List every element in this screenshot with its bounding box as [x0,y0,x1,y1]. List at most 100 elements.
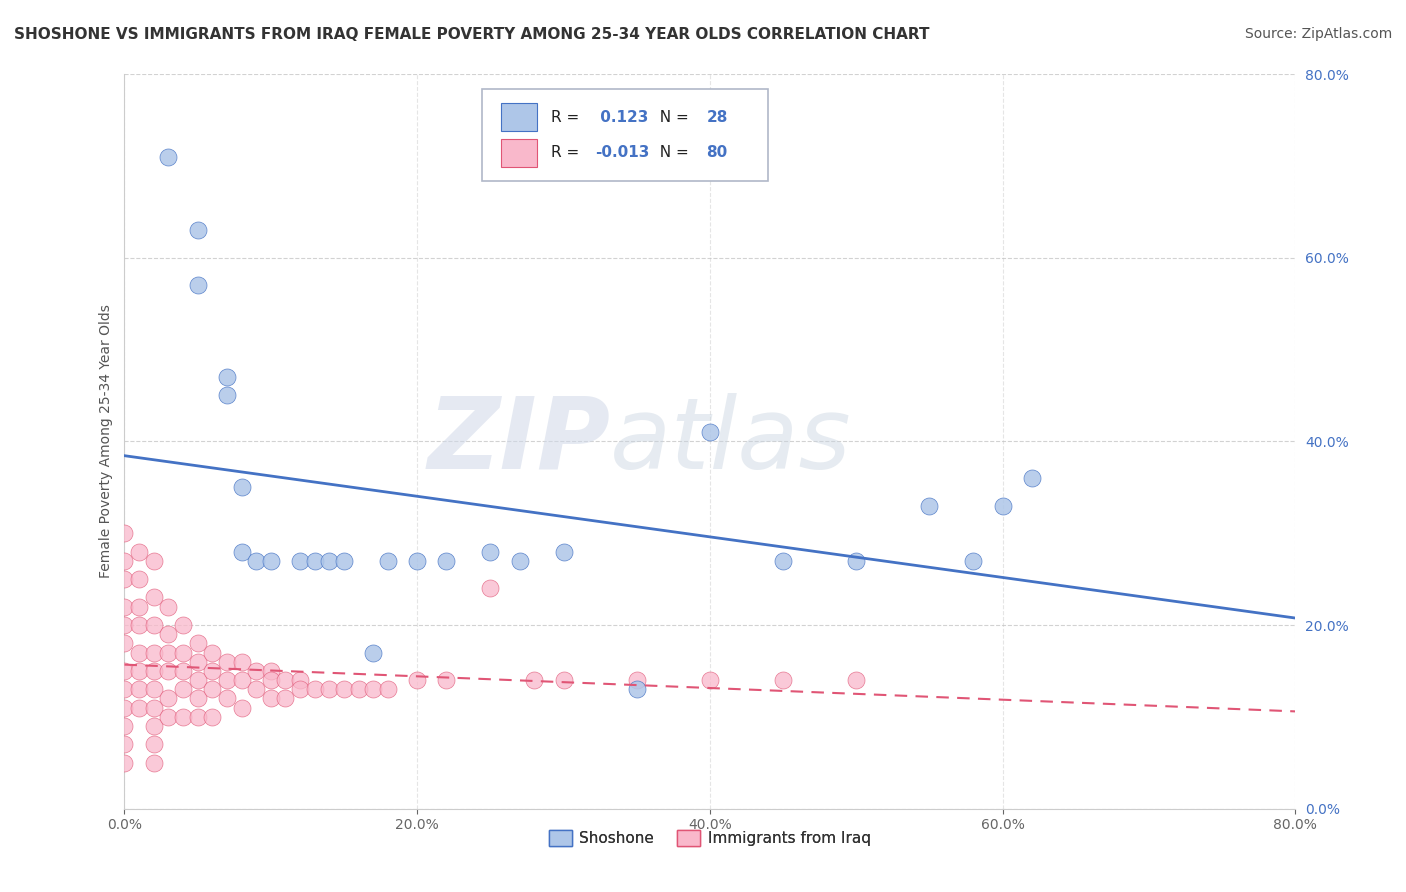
Point [157,627,180,641]
Point [172,664,194,678]
Point [962,554,984,568]
Point [114,618,136,632]
Point [157,646,180,660]
Point [201,710,224,724]
Point [626,682,648,697]
Y-axis label: Female Poverty Among 25-34 Year Olds: Female Poverty Among 25-34 Year Olds [100,304,114,578]
Point [553,544,575,558]
Point [201,664,224,678]
Point [231,655,253,669]
Point [479,544,502,558]
Point [304,554,326,568]
Point [215,388,238,402]
Point [288,554,311,568]
Point [187,278,209,293]
Point [187,691,209,706]
Point [114,719,136,733]
Point [114,682,136,697]
Point [626,673,648,687]
Point [699,673,721,687]
Point [157,599,180,614]
Point [361,646,384,660]
Point [114,756,136,770]
Point [377,554,399,568]
Point [114,599,136,614]
Point [347,682,370,697]
Point [274,691,297,706]
Point [406,554,429,568]
Point [128,572,150,586]
Point [142,719,165,733]
Point [201,682,224,697]
Point [142,738,165,752]
Point [128,700,150,714]
Point [114,554,136,568]
Point [187,223,209,237]
Point [553,673,575,687]
Point [128,618,150,632]
Point [128,646,150,660]
Point [333,682,356,697]
Point [699,425,721,439]
Point [260,673,283,687]
Point [288,682,311,697]
Point [260,664,283,678]
Point [845,554,868,568]
Point [142,756,165,770]
Point [772,673,794,687]
Text: 28: 28 [706,110,728,125]
Point [845,673,868,687]
Point [114,738,136,752]
Point [318,682,340,697]
Point [274,673,297,687]
Point [172,682,194,697]
Point [377,682,399,697]
Bar [502,103,537,131]
Legend: Shoshone, Immigrants from Iraq: Shoshone, Immigrants from Iraq [543,824,877,853]
Point [142,646,165,660]
Point [231,700,253,714]
Point [114,636,136,650]
Point [260,691,283,706]
Point [172,618,194,632]
Bar [502,138,537,167]
Point [142,664,165,678]
Point [231,673,253,687]
Point [187,710,209,724]
Point [231,480,253,494]
Point [215,691,238,706]
Text: 0.123: 0.123 [595,110,648,125]
Point [128,664,150,678]
Point [157,664,180,678]
Text: ZIP: ZIP [427,392,610,490]
Point [128,544,150,558]
Point [245,554,267,568]
Point [318,554,340,568]
Point [245,682,267,697]
Point [436,673,458,687]
Point [918,499,941,513]
Point [201,646,224,660]
Point [172,710,194,724]
Point [288,673,311,687]
Point [523,673,546,687]
Point [991,499,1014,513]
Point [245,664,267,678]
Point [304,682,326,697]
Point [142,682,165,697]
Point [157,150,180,164]
Point [128,599,150,614]
Point [333,554,356,568]
Point [128,682,150,697]
Point [215,370,238,384]
Point [114,664,136,678]
Point [215,655,238,669]
Text: Source: ZipAtlas.com: Source: ZipAtlas.com [1244,27,1392,41]
Text: SHOSHONE VS IMMIGRANTS FROM IRAQ FEMALE POVERTY AMONG 25-34 YEAR OLDS CORRELATIO: SHOSHONE VS IMMIGRANTS FROM IRAQ FEMALE … [14,27,929,42]
Point [187,673,209,687]
Point [142,554,165,568]
Point [142,700,165,714]
Point [436,554,458,568]
Point [157,710,180,724]
Point [231,544,253,558]
